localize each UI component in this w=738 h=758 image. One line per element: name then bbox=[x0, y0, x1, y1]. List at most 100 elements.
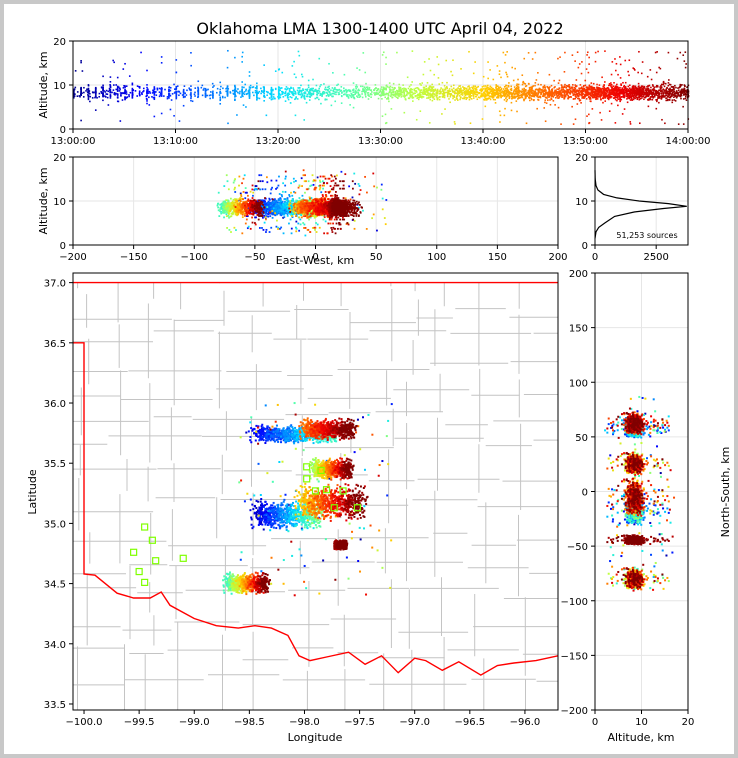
source-point bbox=[300, 90, 302, 92]
source-point bbox=[546, 86, 548, 88]
source-point bbox=[472, 88, 474, 90]
source-point bbox=[540, 84, 542, 86]
source-point bbox=[652, 84, 654, 86]
source-point bbox=[619, 95, 621, 97]
source-point bbox=[124, 85, 126, 87]
source-point bbox=[431, 84, 433, 86]
source-point bbox=[242, 96, 244, 98]
source-point bbox=[100, 91, 102, 93]
source-point bbox=[86, 88, 88, 90]
source-point bbox=[506, 92, 508, 94]
source-point bbox=[109, 90, 111, 92]
source-point bbox=[447, 96, 449, 98]
source-point bbox=[450, 71, 452, 73]
source-point bbox=[212, 90, 214, 92]
source-point bbox=[452, 96, 454, 98]
source-point bbox=[269, 93, 271, 95]
source-point bbox=[325, 87, 327, 89]
source-point bbox=[590, 97, 592, 99]
source-point bbox=[536, 93, 538, 95]
source-point bbox=[574, 94, 576, 96]
source-point bbox=[442, 96, 444, 98]
source-point bbox=[459, 95, 461, 97]
source-point bbox=[615, 89, 617, 91]
source-point bbox=[646, 91, 648, 93]
source-point bbox=[471, 90, 473, 92]
source-point bbox=[364, 86, 366, 88]
source-point bbox=[194, 87, 196, 89]
source-point bbox=[295, 92, 297, 94]
source-point bbox=[528, 93, 530, 95]
source-point bbox=[661, 86, 663, 88]
source-point bbox=[194, 92, 196, 94]
source-point bbox=[146, 99, 148, 101]
source-point bbox=[685, 51, 687, 53]
source-point bbox=[576, 79, 578, 81]
source-point bbox=[637, 90, 639, 92]
source-point bbox=[452, 74, 454, 76]
source-point bbox=[639, 122, 641, 124]
source-point bbox=[177, 85, 179, 87]
source-point bbox=[585, 85, 587, 87]
source-point bbox=[484, 96, 486, 98]
source-point bbox=[252, 195, 254, 197]
source-point bbox=[549, 99, 551, 101]
source-point bbox=[245, 106, 247, 108]
source-point bbox=[271, 87, 273, 89]
source-point bbox=[544, 90, 546, 92]
source-point bbox=[572, 92, 574, 94]
source-point bbox=[475, 89, 477, 91]
source-point bbox=[539, 96, 541, 98]
source-point bbox=[620, 83, 622, 85]
source-point bbox=[203, 88, 205, 90]
source-point bbox=[102, 96, 104, 98]
source-point bbox=[538, 84, 540, 86]
source-point bbox=[685, 98, 687, 100]
source-point bbox=[629, 96, 631, 98]
source-point bbox=[272, 89, 274, 91]
source-point bbox=[169, 93, 171, 95]
source-point bbox=[378, 98, 380, 100]
source-point bbox=[341, 91, 343, 93]
source-point bbox=[167, 98, 169, 100]
source-point bbox=[521, 74, 523, 76]
source-point bbox=[483, 85, 485, 87]
source-point bbox=[585, 91, 587, 93]
source-point bbox=[123, 87, 125, 89]
source-point bbox=[604, 100, 606, 102]
source-point bbox=[486, 95, 488, 97]
source-point bbox=[467, 86, 469, 88]
source-point bbox=[459, 92, 461, 94]
source-point bbox=[482, 95, 484, 97]
source-point bbox=[271, 88, 273, 90]
source-point bbox=[428, 58, 430, 60]
source-point bbox=[280, 200, 282, 202]
source-point bbox=[457, 87, 459, 89]
source-point bbox=[561, 87, 563, 89]
source-point bbox=[614, 97, 616, 99]
source-point bbox=[437, 93, 439, 95]
source-point bbox=[602, 86, 604, 88]
source-point bbox=[612, 61, 614, 63]
source-point bbox=[444, 108, 446, 110]
source-point bbox=[637, 72, 639, 74]
source-point bbox=[197, 80, 199, 82]
source-point bbox=[298, 230, 300, 232]
source-point bbox=[477, 98, 479, 100]
source-point bbox=[303, 92, 305, 94]
source-point bbox=[424, 61, 426, 63]
source-point bbox=[264, 202, 266, 204]
source-point bbox=[245, 90, 247, 92]
source-point bbox=[146, 87, 148, 89]
source-point bbox=[537, 89, 539, 91]
source-point bbox=[170, 95, 172, 97]
source-point bbox=[80, 91, 82, 93]
source-point bbox=[517, 88, 519, 90]
source-point bbox=[549, 74, 551, 76]
source-point bbox=[154, 98, 156, 100]
source-point bbox=[564, 90, 566, 92]
source-point bbox=[295, 77, 297, 79]
source-point bbox=[675, 94, 677, 96]
source-point bbox=[586, 68, 588, 70]
source-point bbox=[405, 99, 407, 101]
